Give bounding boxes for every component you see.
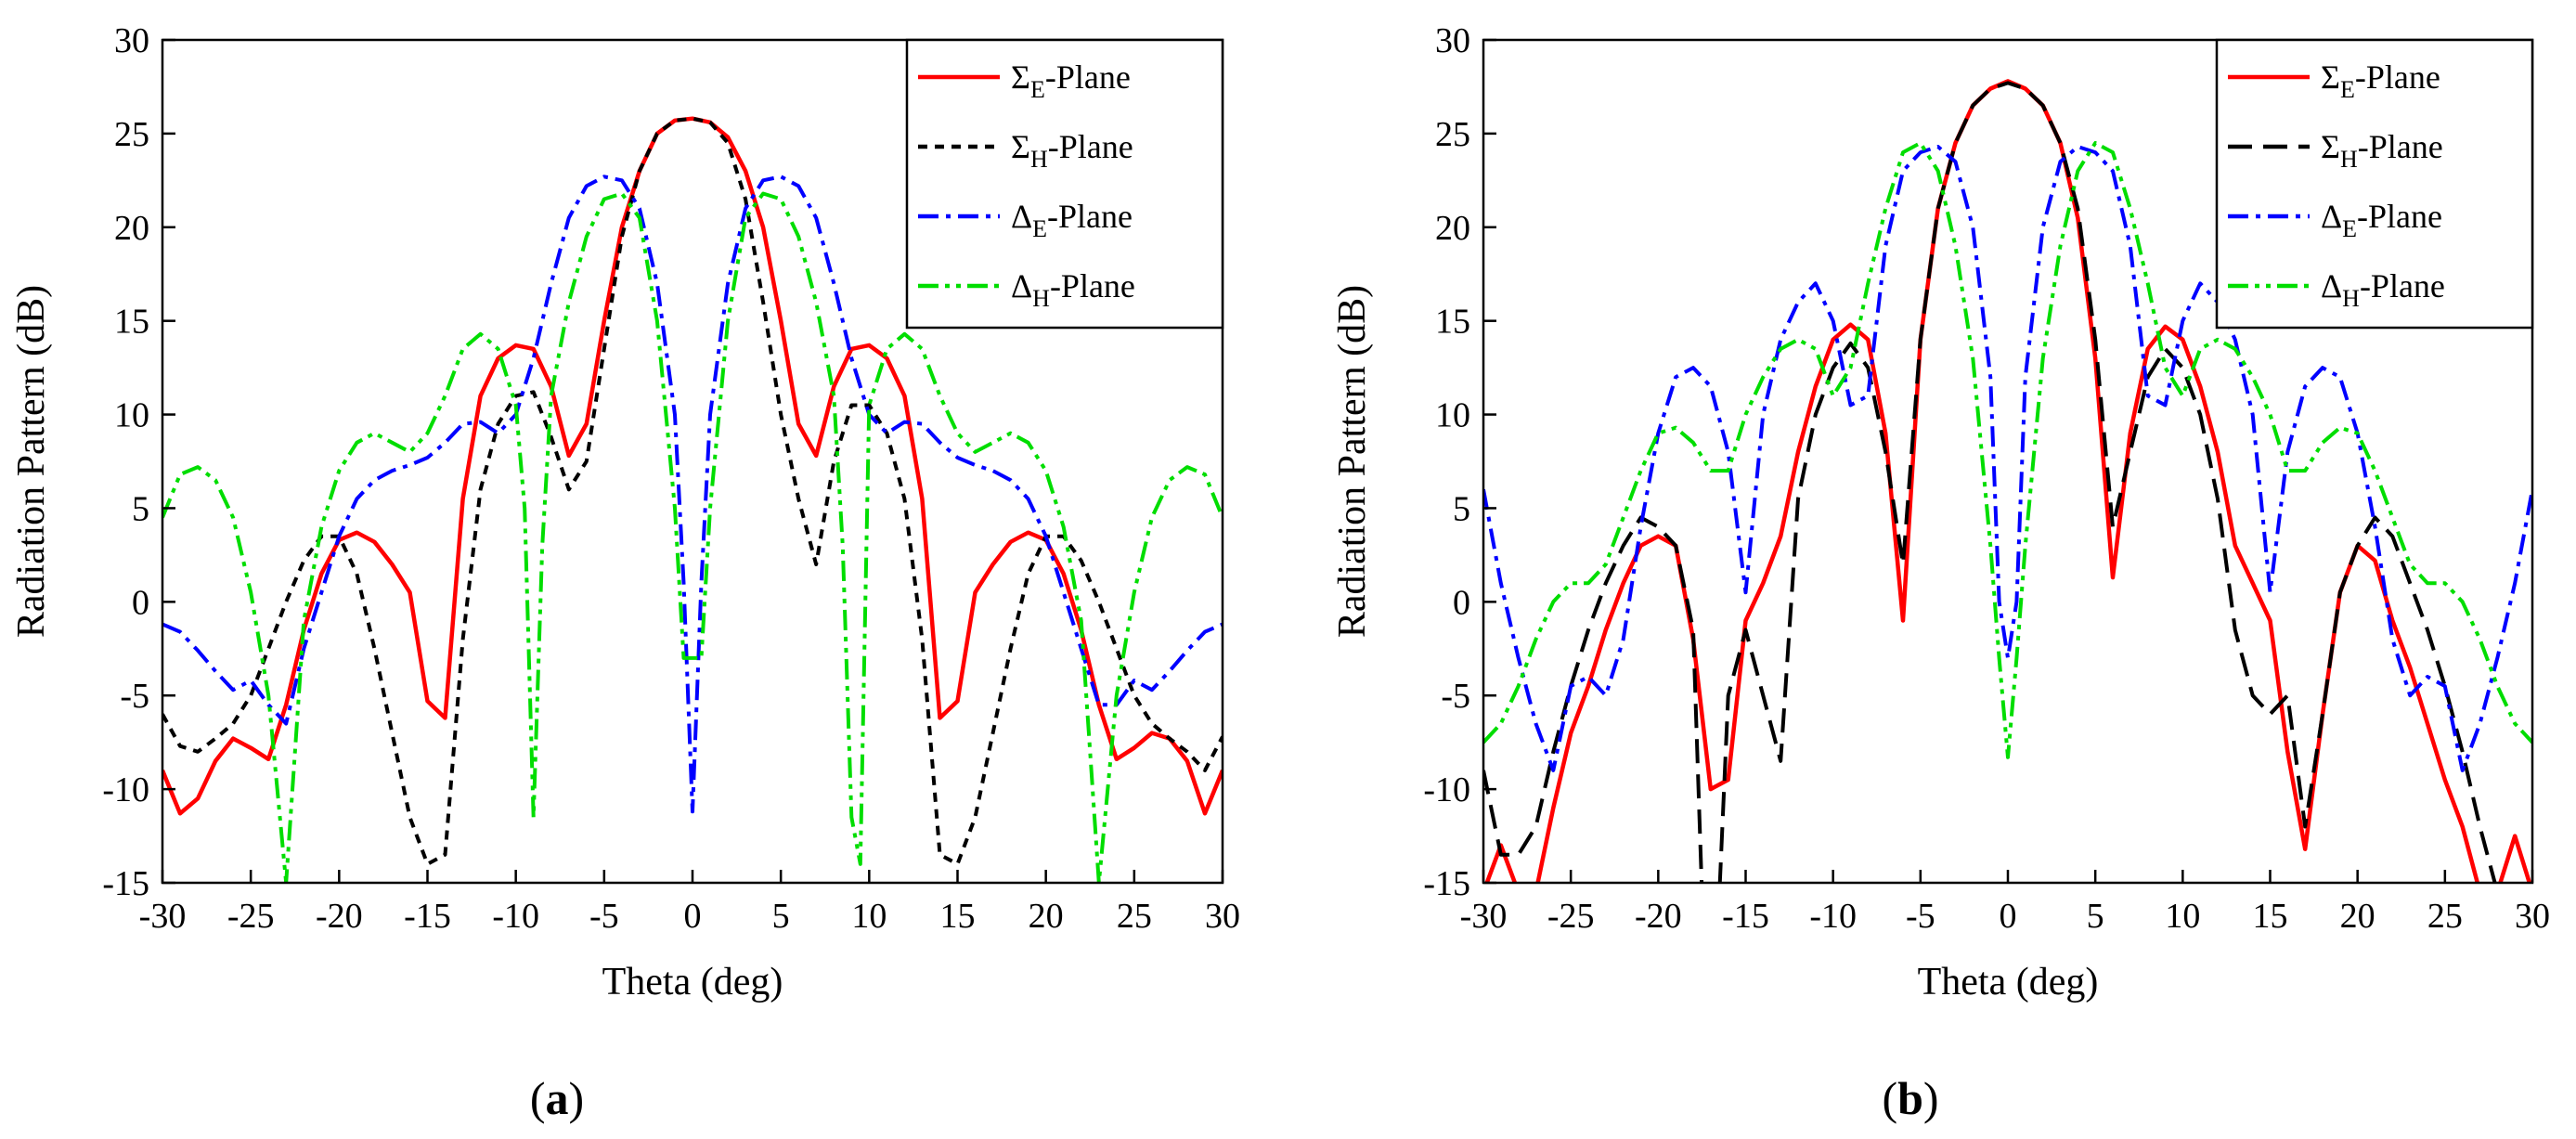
legend-box	[905, 38, 1224, 330]
x-tick-label: -20	[1635, 897, 1682, 936]
legend-entry: ΣH-Plane	[1011, 128, 1133, 173]
y-tick-label: -5	[1441, 677, 1470, 716]
x-tick-label: 0	[2000, 897, 2017, 936]
x-tick-label: 5	[2087, 897, 2104, 936]
panel-label: (b)	[1882, 1072, 1938, 1124]
x-tick-label: -10	[492, 897, 539, 936]
x-tick-label: 25	[2427, 897, 2463, 936]
x-tick-label: 20	[1029, 897, 1064, 936]
y-tick-label: 10	[1435, 396, 1470, 435]
y-tick-label: -5	[120, 677, 149, 716]
x-tick-label: -10	[1809, 897, 1857, 936]
x-tick-label: -5	[1906, 897, 1935, 936]
x-tick-label: -25	[227, 897, 275, 936]
x-tick-label: 10	[2165, 897, 2200, 936]
series-line-delta-e	[1483, 145, 2532, 772]
legend: ΣE-Plane ΣH-Plane ΔE-Plane ΔH-Plane	[905, 38, 1224, 330]
y-tick-label: 20	[1435, 209, 1470, 248]
panel-label: (a)	[530, 1072, 584, 1124]
x-tick-label: -20	[316, 897, 363, 936]
legend-entry: ΣE-Plane	[1011, 58, 1131, 103]
y-tick-label: 0	[1453, 583, 1470, 622]
legend-box	[2215, 38, 2534, 330]
y-tick-label: 20	[114, 209, 149, 248]
x-tick-label: 20	[2340, 897, 2375, 936]
legend-entry: ΣH-Plane	[2321, 128, 2443, 173]
y-tick-label: 0	[132, 583, 149, 622]
series-line-sum-h	[1483, 81, 2532, 883]
y-tick-label: -10	[102, 770, 149, 809]
y-tick-label: 5	[132, 489, 149, 528]
y-tick-label: 5	[1453, 489, 1470, 528]
x-tick-label: -5	[589, 897, 619, 936]
y-axis-label: Radiation Pattern (dB)	[1331, 285, 1374, 638]
x-tick-label: 30	[1205, 897, 1240, 936]
legend: ΣE-Plane ΣH-Plane ΔE-Plane ΔH-Plane	[2215, 38, 2534, 330]
legend-entry: ΔE-Plane	[1011, 198, 1133, 242]
panel-a-chart: -30 -25 -20 -15 -10 -5 0 5 10 15 20 25 30 -15 -10 -5 0 5 1…	[10, 21, 1240, 1124]
series-line-delta-h	[1483, 141, 2532, 759]
x-tick-label: 15	[2253, 897, 2288, 936]
series-line-delta-h	[162, 191, 1223, 883]
x-tick-label: 15	[940, 897, 976, 936]
panel-b-chart: -30 -25 -20 -15 -10 -5 0 5 10 15 20 25 30 -15 -10 -5 0 5 1…	[1331, 21, 2550, 1124]
x-tick-label: 10	[851, 897, 887, 936]
y-tick-label: -10	[1423, 770, 1470, 809]
series-line-delta-e	[162, 175, 1223, 814]
y-tick-label: 30	[114, 21, 149, 60]
y-tick-label: 25	[114, 115, 149, 154]
legend-entry: ΔH-Plane	[2321, 267, 2445, 312]
y-tick-label: -15	[1423, 864, 1470, 903]
x-tick-label: 30	[2515, 897, 2550, 936]
x-tick-label: -30	[139, 897, 187, 936]
plot-area	[1483, 79, 2532, 883]
x-tick-label: -25	[1547, 897, 1595, 936]
x-tick-label: -15	[404, 897, 451, 936]
plot-area	[162, 116, 1223, 883]
y-axis-label: Radiation Pattern (dB)	[10, 285, 53, 638]
y-tick-label: 15	[114, 303, 149, 342]
legend-entry: ΔE-Plane	[2321, 198, 2442, 242]
x-tick-label: 5	[772, 897, 790, 936]
y-tick-label: 25	[1435, 115, 1470, 154]
legend-entry: ΔH-Plane	[1011, 267, 1135, 312]
x-tick-label: 0	[684, 897, 702, 936]
y-tick-label: 10	[114, 396, 149, 435]
x-axis-label: Theta (deg)	[602, 961, 783, 1003]
y-tick-label: 15	[1435, 303, 1470, 342]
x-tick-label: -15	[1722, 897, 1769, 936]
y-tick-label: 30	[1435, 21, 1470, 60]
x-tick-label: 25	[1117, 897, 1152, 936]
legend-entry: ΣE-Plane	[2321, 58, 2440, 103]
y-tick-label: -15	[102, 864, 149, 903]
x-axis-label: Theta (deg)	[1918, 961, 2099, 1003]
x-tick-label: -30	[1460, 897, 1508, 936]
